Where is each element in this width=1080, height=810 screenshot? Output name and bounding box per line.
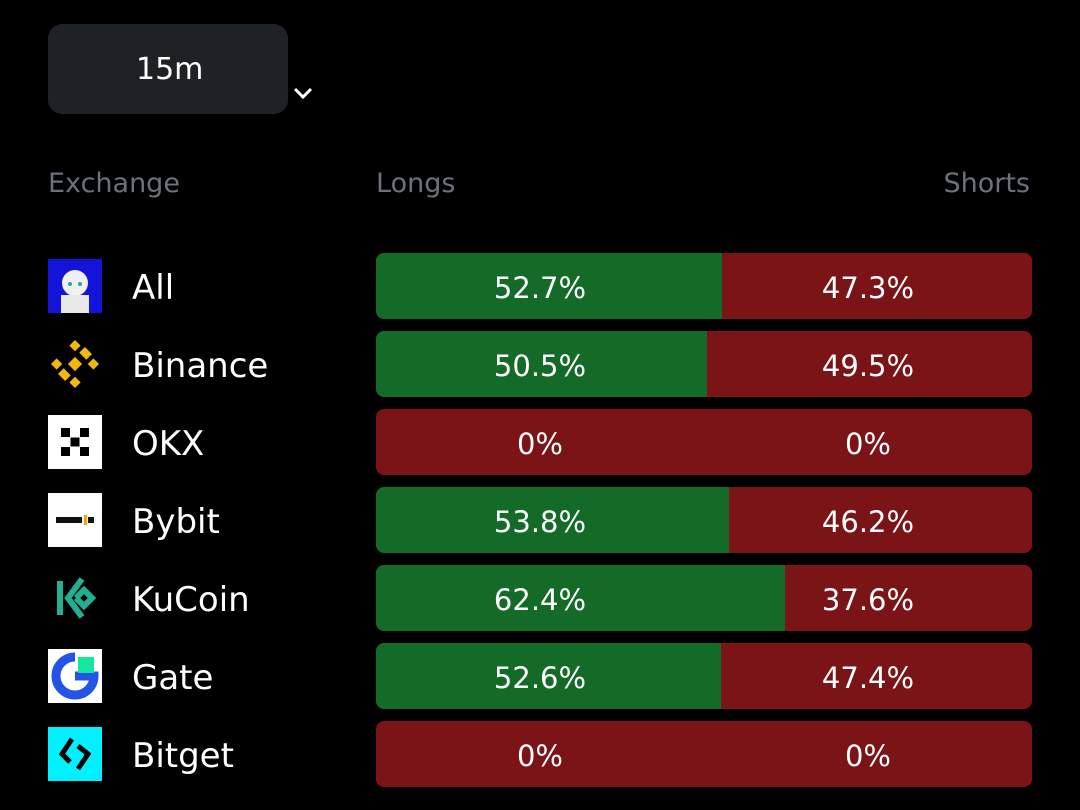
exchange-row: Gate 52.6% 47.4% [0,643,1080,709]
logo [48,649,102,703]
timeframe-dropdown[interactable]: 15m [48,24,313,114]
exchange-row: OKX 0% 0% [0,409,1080,475]
longs-segment [376,643,722,709]
dropdown-arrow [293,87,313,100]
exchange-row: All 52.7% 47.3% [0,253,1080,319]
exchange-icon [48,415,102,469]
exchange-name: Gate [132,658,214,698]
shorts-segment [728,487,1032,553]
longs-label: 52.7% [493,271,587,305]
longs-label: 0% [516,427,563,461]
longs-label: 62.4% [493,583,587,617]
exchange-row: KuCoin 62.4% 37.6% [0,565,1080,631]
shorts-label: 47.3% [821,271,915,305]
exchange-name: All [132,268,175,308]
logo [48,493,102,547]
shorts-label: 0% [844,739,891,773]
ratio-bar [376,253,1032,319]
longs-segment [376,331,708,397]
ratio-bar [376,331,1032,397]
shorts-label: 0% [844,427,891,461]
shorts-segment [721,253,1032,319]
longs-segment [376,487,729,553]
ratio-bar [376,721,1032,787]
longs-label: 53.8% [493,505,587,539]
shorts-label: 37.6% [821,583,915,617]
ratio-bar [376,565,1032,631]
longs-label: 50.5% [493,349,587,383]
exchange-row: Bitget 0% 0% [0,721,1080,787]
ratio-bar [376,643,1032,709]
header-exchange: Exchange [48,168,180,199]
logo [48,259,102,313]
exchange-name: Bitget [132,736,234,776]
exchange-name: Binance [132,346,269,386]
exchange-icon [48,259,102,313]
exchange-name: OKX [132,424,205,464]
exchange-icon [48,337,102,391]
longs-label: 0% [516,739,563,773]
shorts-label: 47.4% [821,661,915,695]
longs-segment [376,565,786,631]
longs-segment [376,253,722,319]
header-shorts: Shorts [943,168,1030,199]
shorts-segment [376,721,1032,787]
timeframe-value: 15m [136,52,204,87]
logo [48,727,102,781]
exchange-icon [48,571,102,625]
exchange-icon [48,493,102,547]
exchange-row: Binance 50.5% 49.5% [0,331,1080,397]
exchange-name: Bybit [132,502,220,542]
shorts-segment [785,565,1032,631]
ratio-bar [376,487,1032,553]
exchange-icon [48,649,102,703]
shorts-segment [721,643,1032,709]
shorts-label: 49.5% [821,349,915,383]
ratio-bar [376,409,1032,475]
exchange-row: Bybit 53.8% 46.2% [0,487,1080,553]
exchange-icon [48,727,102,781]
logo [57,577,97,619]
exchange-name: KuCoin [132,580,250,620]
longs-label: 52.6% [493,661,587,695]
shorts-segment [376,409,1032,475]
logo [50,339,100,389]
header-longs: Longs [376,168,456,199]
shorts-segment [707,331,1032,397]
logo [48,415,102,469]
shorts-label: 46.2% [821,505,915,539]
